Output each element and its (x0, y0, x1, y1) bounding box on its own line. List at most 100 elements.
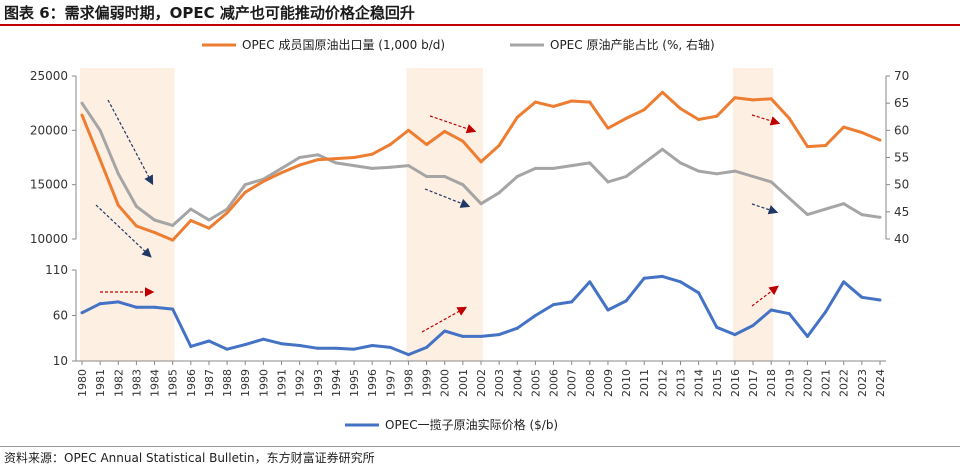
x-tick-label: 2017 (747, 369, 760, 397)
export-volume-point (515, 115, 519, 119)
oil-price-point (116, 300, 120, 304)
export-volume-point (352, 156, 356, 159)
oil-price-point (878, 298, 882, 302)
oil-price-point (298, 344, 302, 348)
capacity-share-point (878, 215, 882, 219)
trend-arrow-down (424, 188, 471, 208)
x-tick-label: 2002 (475, 369, 488, 397)
capacity-share-point (570, 164, 574, 168)
capacity-share-point (552, 166, 556, 170)
oil-price-legend-label: OPEC一揽子原油实际价格 ($/b) (385, 417, 558, 432)
capacity-share-point (171, 223, 175, 227)
bottom-y-tick-label: 10 (53, 354, 68, 368)
x-tick-label: 1983 (130, 369, 143, 397)
export-volume-point (878, 138, 882, 142)
x-tick-label: 1995 (348, 369, 361, 397)
x-tick-label: 2021 (820, 369, 833, 397)
left-y-tick-label: 15000 (30, 178, 68, 192)
x-tick-label: 2008 (584, 369, 597, 397)
oil-price-point (98, 302, 102, 306)
capacity-share-point (479, 202, 483, 206)
export-volume-point (606, 126, 610, 130)
x-tick-label: 1982 (112, 369, 125, 397)
oil-price-point (824, 310, 828, 314)
x-tick-label: 2019 (783, 369, 796, 397)
export-volume-point (787, 116, 791, 120)
capacity-share-point (116, 172, 120, 176)
chart-canvas: 10000 15000 20000 25000 40 45 50 55 60 65 70 10 60 11… (30, 37, 909, 432)
x-tick-label: 1985 (167, 369, 180, 397)
export-volume-point (570, 99, 574, 103)
capacity-share-point (388, 165, 392, 169)
x-tick-label: 1988 (221, 369, 234, 397)
export-volume-point (733, 96, 737, 100)
x-tick-label: 1989 (239, 369, 252, 397)
right-y-tick-label: 60 (894, 123, 909, 137)
export-volume-point (116, 203, 120, 207)
export-volume-point (316, 158, 320, 162)
capacity-share-point (733, 169, 737, 173)
export-volume-point (479, 160, 483, 164)
export-volume-point (697, 117, 701, 121)
trend-arrow-down (95, 204, 152, 258)
export-volume-point (388, 142, 392, 146)
oil-price-point (769, 308, 773, 312)
capacity-share-point (660, 147, 664, 151)
export-volume-point (98, 158, 102, 162)
oil-price-point (515, 326, 519, 330)
trend-arrow-up (751, 114, 781, 126)
export-volume-point (425, 142, 429, 146)
export-volume-point (860, 131, 864, 135)
export-volume-point (461, 139, 465, 143)
source-divider (0, 446, 960, 447)
x-tick-label: 1997 (384, 369, 397, 397)
oil-price-point (606, 308, 610, 312)
export-volume-point (679, 107, 682, 111)
export-volume-point (642, 108, 646, 112)
oil-price-point (189, 344, 193, 348)
capacity-share-legend-label: OPEC 原油产能占比 (%, 右轴) (550, 37, 715, 52)
trend-arrow-up (421, 306, 468, 333)
export-volume-point (171, 238, 175, 242)
x-tick-label: 2011 (638, 369, 651, 397)
oil-price-point (660, 274, 664, 278)
oil-price-point (425, 345, 429, 349)
right-y-tick-label: 40 (894, 232, 909, 246)
x-tick-label: 2022 (838, 369, 851, 397)
right-y-tick-label: 65 (894, 96, 909, 110)
capacity-share-point (461, 183, 465, 187)
x-tick-label: 2016 (729, 369, 742, 397)
export-volume-point (588, 100, 592, 104)
capacity-share-point (280, 166, 283, 170)
x-tick-label: 2020 (801, 369, 814, 397)
x-tick-label: 1987 (203, 369, 216, 397)
export-volume-point (334, 157, 338, 161)
export-volume-point (406, 128, 410, 132)
capacity-share-point (642, 161, 646, 165)
oil-price-point (388, 345, 392, 349)
oil-price-point (134, 305, 138, 309)
export-volume-point (261, 179, 265, 183)
oil-price-point (225, 347, 229, 351)
x-tick-label: 1984 (149, 369, 162, 397)
left-y-tick-label: 25000 (30, 69, 68, 83)
right-y-tick-label: 70 (894, 69, 909, 83)
x-tick-label: 2014 (693, 369, 706, 397)
export-volume-point (497, 144, 501, 148)
oil-price-point (642, 276, 646, 280)
trend-arrow-up (751, 285, 779, 307)
capacity-share-point (425, 175, 429, 179)
trend-arrow-down (107, 99, 154, 186)
oil-price-point (588, 280, 592, 284)
capacity-share-point (207, 218, 211, 222)
x-tick-label: 1981 (94, 369, 107, 397)
right-y-tick-label: 45 (894, 205, 909, 219)
export-volume-point (715, 114, 719, 118)
capacity-share-point (588, 161, 592, 165)
oil-price-point (207, 339, 211, 343)
oil-price-point (406, 353, 410, 357)
x-tick-label: 1980 (76, 369, 89, 397)
oil-price-point (552, 303, 556, 307)
x-tick-label: 2004 (511, 369, 524, 397)
